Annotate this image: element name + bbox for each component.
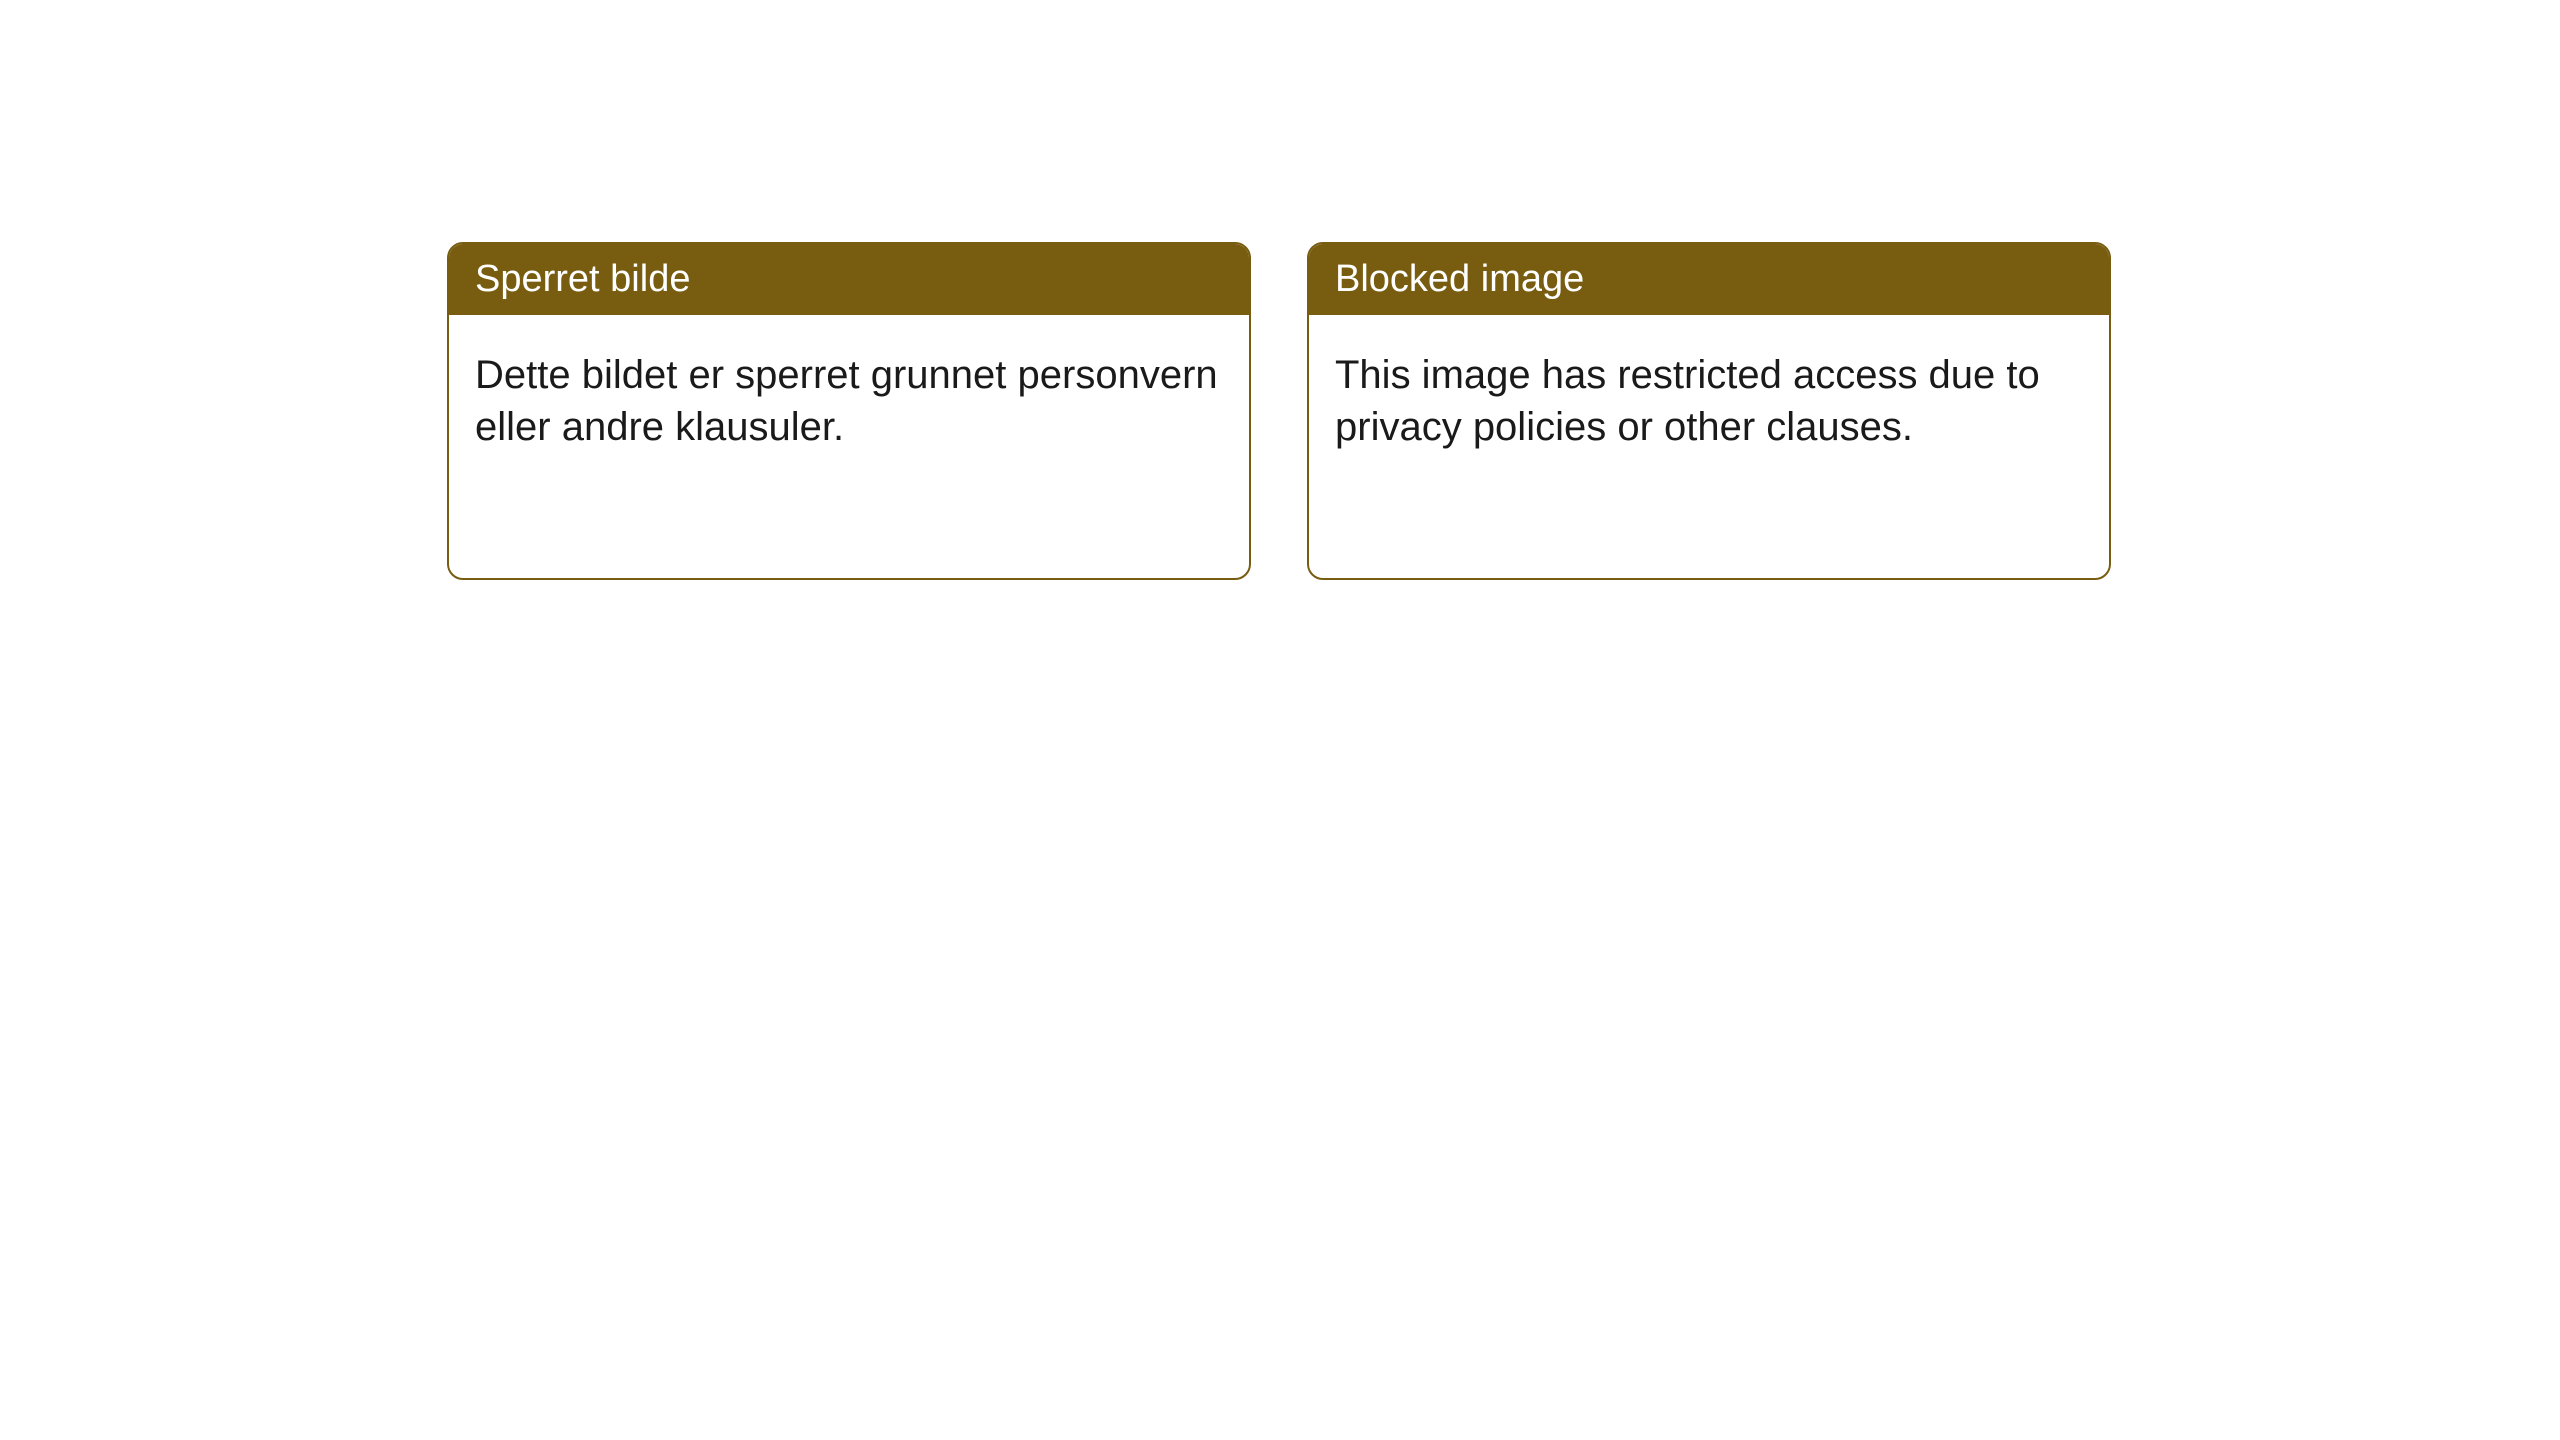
card-title: Blocked image [1335, 258, 1584, 300]
card-container: Sperret bilde Dette bildet er sperret gr… [447, 242, 2111, 580]
blocked-image-card-en: Blocked image This image has restricted … [1307, 242, 2111, 580]
card-title: Sperret bilde [475, 258, 690, 300]
card-body: This image has restricted access due to … [1309, 315, 2109, 487]
blocked-image-card-no: Sperret bilde Dette bildet er sperret gr… [447, 242, 1251, 580]
card-header: Sperret bilde [449, 244, 1249, 315]
card-header: Blocked image [1309, 244, 2109, 315]
card-body: Dette bildet er sperret grunnet personve… [449, 315, 1249, 487]
card-message: Dette bildet er sperret grunnet personve… [475, 353, 1218, 449]
card-message: This image has restricted access due to … [1335, 353, 2040, 449]
